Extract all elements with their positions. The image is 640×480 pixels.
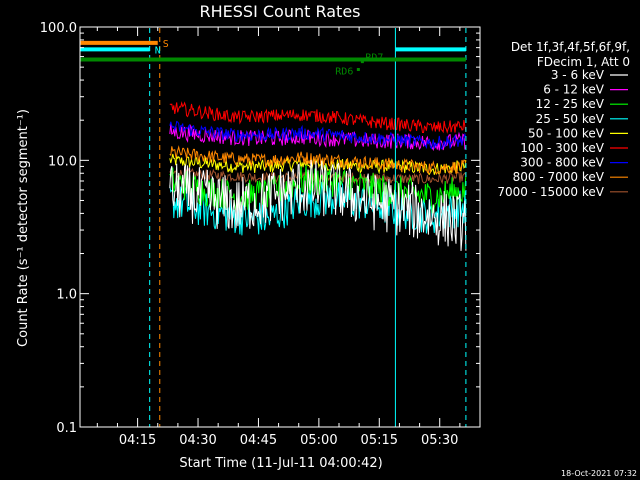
series-line-1	[169, 159, 467, 251]
series-line-7	[169, 120, 467, 150]
legend-label-7: 300 - 800 keV	[520, 156, 604, 170]
legend-header-line-1: Det 1f,3f,4f,5f,6f,9f,	[511, 40, 630, 54]
x-tick-label-1: 04:15	[119, 433, 156, 448]
series-line-4	[169, 180, 467, 236]
timestamp: 18-Oct-2021 07:32	[561, 469, 637, 478]
legend-label-6: 100 - 300 keV	[520, 141, 604, 155]
y-tick-label-1: 0.1	[56, 421, 77, 436]
legend-label-4: 25 - 50 keV	[536, 112, 605, 126]
y-tick-label-3: 10.0	[48, 154, 77, 169]
state-bar-label-s: S	[163, 39, 169, 50]
x-tick-label-4: 05:00	[300, 433, 337, 448]
series-line-6	[169, 101, 467, 135]
series-line-8	[169, 145, 467, 176]
rd-marker-2	[356, 68, 360, 72]
legend-label-3: 12 - 25 keV	[536, 97, 605, 111]
legend-label-9: 7000 - 15000 keV	[497, 185, 604, 199]
axes: 0.1 1.0 10.0 100.0 04:15 04:30 04:45 05:00 05:15…	[40, 21, 480, 448]
x-tick-label-6: 05:30	[421, 433, 458, 448]
chart-title: RHESSI Count Rates	[200, 2, 361, 21]
legend: Det 1f,3f,4f,5f,6f,9f,FDecim 1, Att 03 -…	[497, 40, 630, 199]
y-tick-label-2: 1.0	[56, 288, 77, 303]
rd-marker-label-2: RD6	[335, 67, 353, 78]
rd-marker-label-1: RD7	[365, 53, 383, 64]
plot-frame	[79, 26, 481, 428]
legend-label-8: 800 - 7000 keV	[513, 170, 605, 184]
x-tick-label-3: 04:45	[240, 433, 277, 448]
plot-area: SN RD7 RD6	[79, 28, 467, 427]
y-tick-label-4: 100.0	[40, 21, 77, 36]
y-axis-label: Count Rate (s⁻¹ detector segment⁻¹)	[16, 109, 31, 347]
x-tick-label-2: 04:30	[179, 433, 216, 448]
rd-marker-1	[360, 60, 364, 64]
legend-label-1: 3 - 6 keV	[551, 68, 605, 82]
legend-header-line-2: FDecim 1, Att 0	[537, 55, 630, 69]
legend-label-5: 50 - 100 keV	[528, 126, 605, 140]
state-bar-label-n: N	[155, 45, 161, 56]
x-tick-label-5: 05:15	[361, 433, 398, 448]
legend-label-2: 6 - 12 keV	[543, 83, 605, 97]
x-axis-label: Start Time (11-Jul-11 04:00:42)	[179, 456, 382, 471]
